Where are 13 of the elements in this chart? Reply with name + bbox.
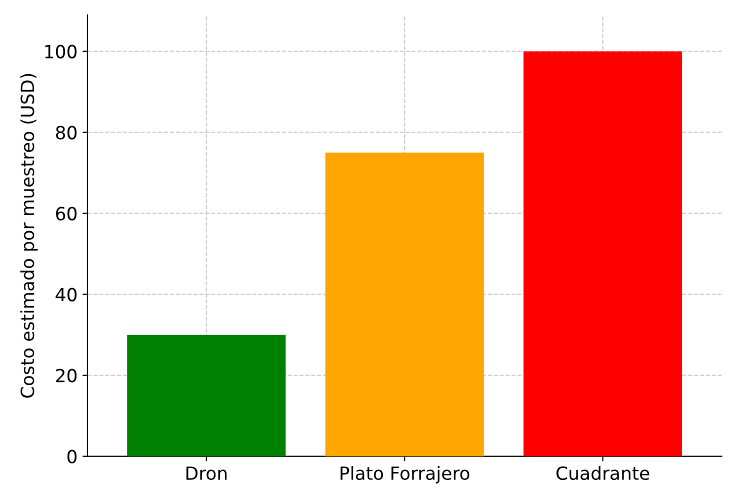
y-tick-label: 60 [56,206,77,220]
bar [325,152,484,456]
y-tick-label: 80 [56,126,77,140]
x-tick-label: Plato Forrajero [340,466,470,484]
y-axis-title: Costo estimado por muestreo (USD) [20,74,38,398]
y-tick-label: 0 [67,450,77,464]
bar [127,334,286,456]
y-tick-label: 100 [45,44,77,58]
y-tick-label: 20 [56,368,77,382]
y-tick-label: 40 [56,288,77,302]
x-tick-label: Cuadrante [556,466,650,480]
bar [524,51,682,456]
x-tick-label: Dron [186,466,227,480]
